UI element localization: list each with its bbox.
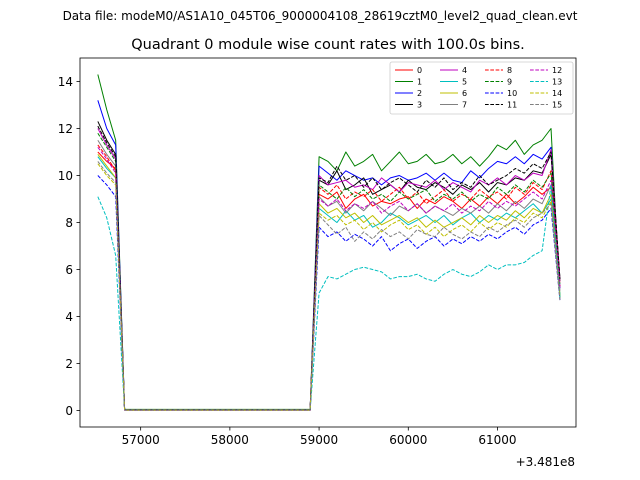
x-offset-label: +3.481e8 (516, 455, 575, 469)
legend-label-8: 8 (507, 66, 512, 75)
legend-label-14: 14 (552, 89, 562, 98)
x-tick-label: 58000 (211, 433, 249, 447)
legend-label-12: 12 (552, 66, 562, 75)
x-tick-label: 57000 (122, 433, 160, 447)
y-tick-label: 14 (58, 75, 73, 89)
legend-label-2: 2 (417, 89, 422, 98)
legend-label-11: 11 (507, 100, 517, 109)
legend-label-0: 0 (417, 66, 422, 75)
y-tick-label: 8 (65, 216, 73, 230)
plot-background (80, 58, 576, 427)
series-line-6 (97, 154, 561, 411)
plot-area (80, 58, 576, 427)
legend-label-4: 4 (462, 66, 467, 75)
series-line-2 (97, 100, 561, 411)
legend-box (389, 61, 574, 115)
legend-label-13: 13 (552, 77, 562, 86)
series-layer (97, 74, 561, 411)
legend-label-15: 15 (552, 100, 562, 109)
axes-frame (79, 57, 577, 428)
x-tick-label: 60000 (389, 433, 427, 447)
chart-title: Quadrant 0 module wise count rates with … (131, 37, 525, 53)
series-line-1 (97, 74, 561, 410)
series-line-5 (97, 156, 561, 411)
legend-label-1: 1 (417, 77, 422, 86)
y-tick-label: 4 (65, 310, 73, 324)
y-tick-label: 2 (65, 357, 73, 371)
series-line-10 (97, 175, 561, 411)
series-line-3 (97, 121, 561, 411)
figure-suptitle: Data file: modeM0/AS1A10_045T06_90000041… (63, 9, 578, 23)
series-line-9 (97, 132, 561, 411)
series-line-4 (97, 128, 561, 411)
y-tick-label: 10 (58, 169, 73, 183)
series-line-14 (97, 163, 561, 411)
y-tick-label: 0 (65, 404, 73, 418)
legend-label-10: 10 (507, 89, 517, 98)
legend-label-5: 5 (462, 77, 467, 86)
series-line-12 (97, 147, 561, 411)
legend-label-7: 7 (462, 100, 467, 109)
y-tick-label: 6 (65, 263, 73, 277)
series-line-13 (97, 184, 561, 411)
legend-label-3: 3 (417, 100, 422, 109)
x-tick-label: 61000 (478, 433, 516, 447)
series-line-11 (97, 125, 561, 411)
x-tick-label: 59000 (300, 433, 338, 447)
legend-label-6: 6 (462, 89, 467, 98)
y-tick-label: 12 (58, 122, 73, 136)
legend-label-9: 9 (507, 77, 512, 86)
series-line-0 (97, 151, 561, 411)
